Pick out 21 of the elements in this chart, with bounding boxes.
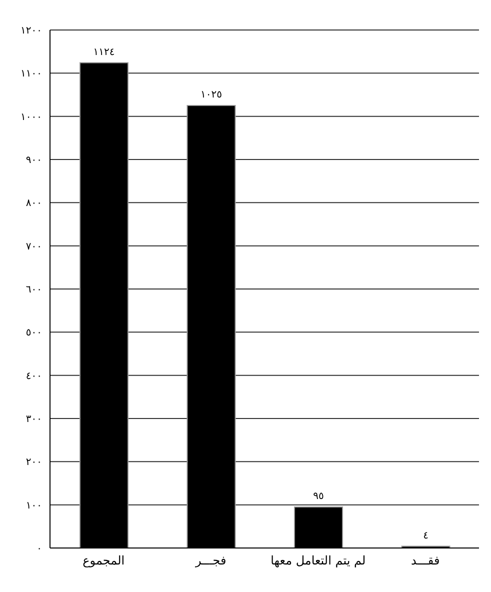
y-tick-label: ٢٠٠ — [26, 457, 42, 468]
x-tick-label: فقـــد — [411, 554, 440, 568]
data-label: ١١٢٤ — [93, 46, 115, 58]
y-tick-label: ٨٠٠ — [26, 198, 42, 210]
y-tick-label: ١١٠٠ — [20, 68, 42, 80]
x-tick-label: المجموع — [82, 554, 125, 568]
data-label: ٩٥ — [313, 490, 324, 502]
y-tick-label: ٣٠٠ — [26, 414, 42, 426]
x-tick-label: لم يتم التعامل معها — [270, 554, 366, 568]
y-tick-label: ٦٠٠ — [26, 284, 42, 296]
x-tick-label: فجـــر — [194, 554, 226, 568]
y-tick-label: ١٢٠٠ — [20, 26, 42, 37]
y-tick-label: ٤٠٠ — [26, 370, 42, 382]
y-tick-label: ٠ — [36, 544, 42, 555]
y-tick-label: ١٠٠٠ — [20, 112, 42, 123]
data-label: ١٠٢٥ — [200, 90, 222, 101]
y-tick-label: ١٠٠ — [26, 500, 42, 512]
y-tick-label: ٩٠٠ — [26, 155, 42, 166]
data-label: ٤ — [423, 530, 428, 542]
y-tick-label: ٧٠٠ — [26, 241, 42, 252]
y-tick-label: ٥٠٠ — [26, 328, 42, 339]
